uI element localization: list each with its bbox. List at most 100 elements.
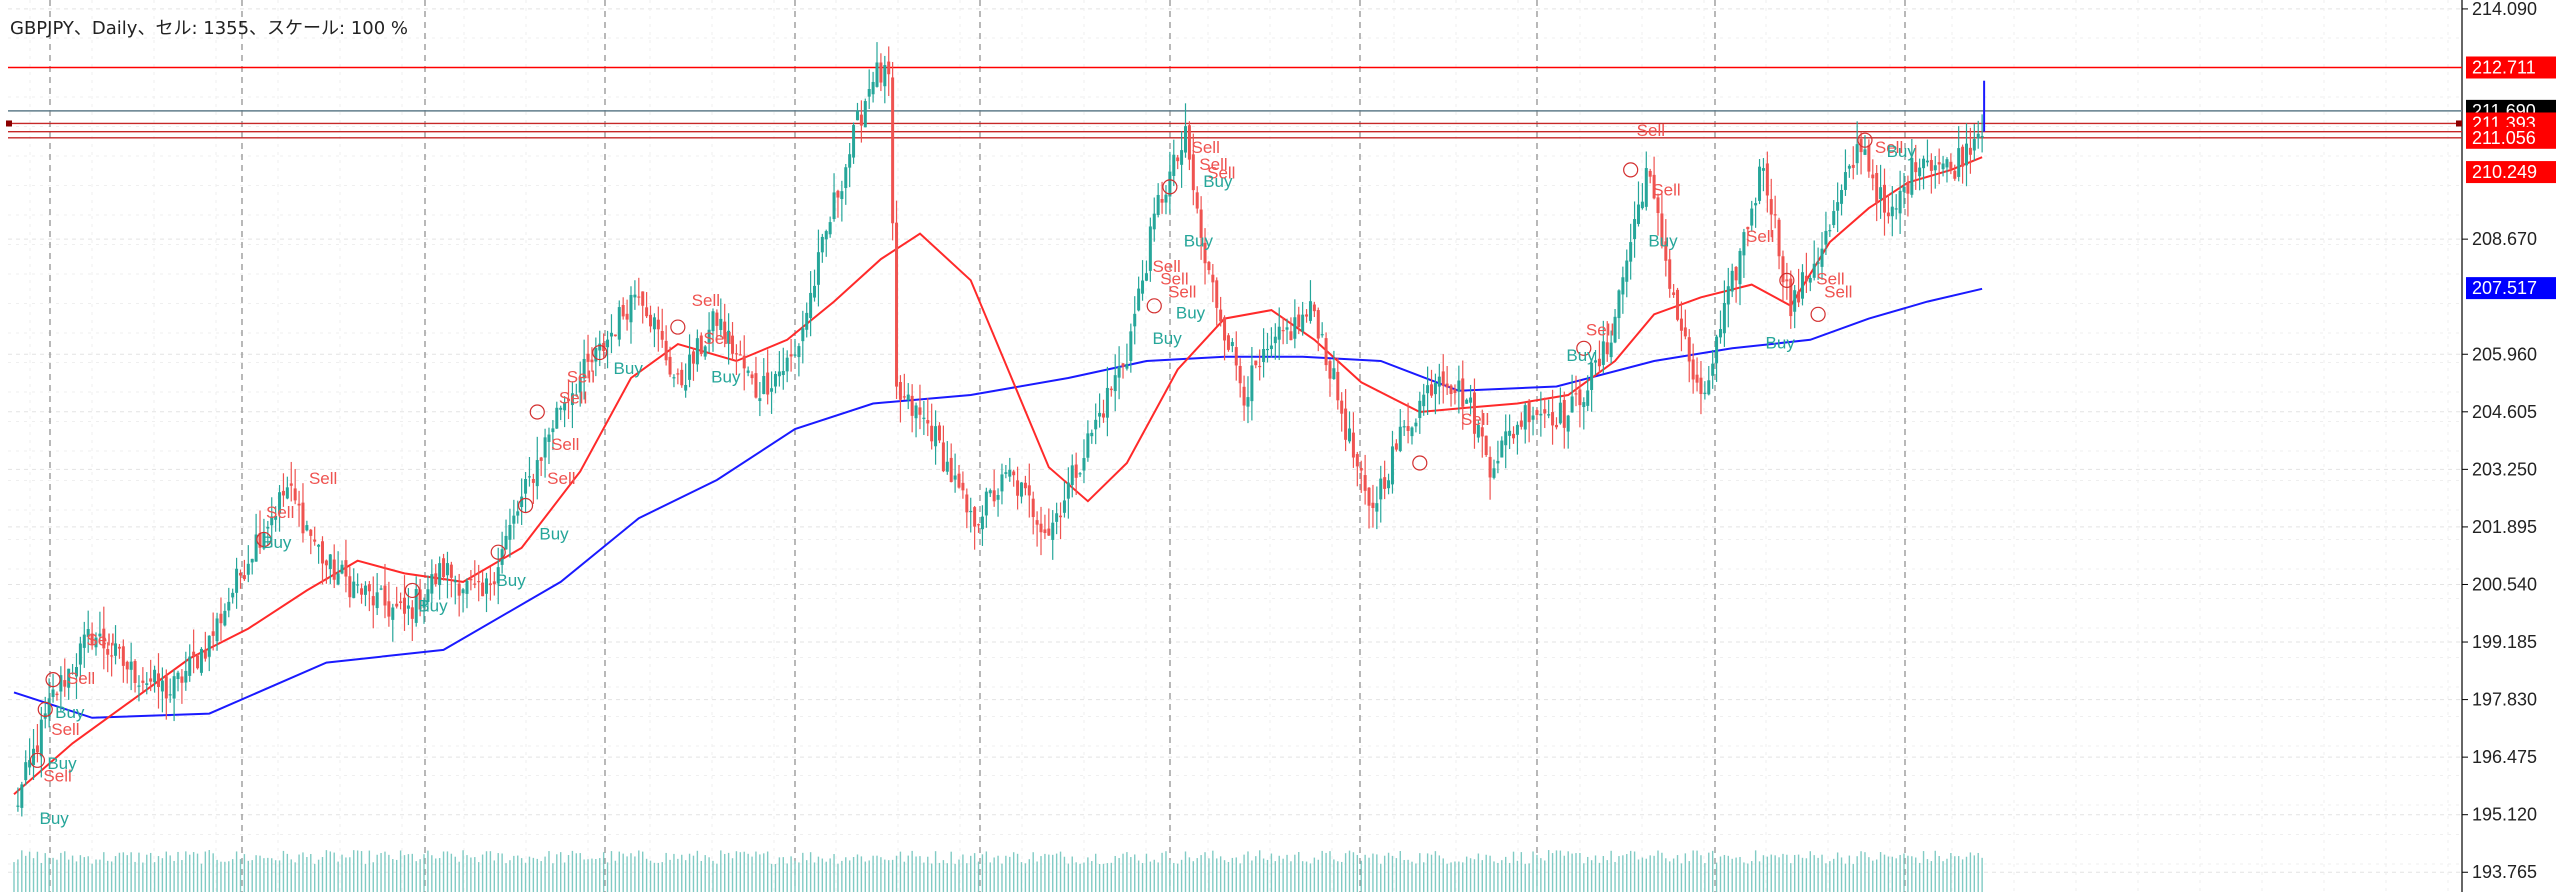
candle-body (196, 655, 200, 669)
y-tick-label: 200.540 (2472, 574, 2537, 594)
candle-body (1758, 166, 1762, 201)
candle-body (652, 317, 656, 330)
candle-body (1652, 174, 1656, 199)
candle-body (590, 359, 594, 363)
candle-body (94, 637, 98, 648)
signal-marker (1779, 272, 1795, 288)
candle-body (574, 394, 578, 396)
candle-body (543, 437, 547, 458)
candle-body (356, 584, 360, 586)
candle-body (1094, 419, 1098, 430)
candle-body (1886, 212, 1890, 217)
candle-body (1668, 259, 1672, 289)
candle-body (102, 628, 106, 649)
signal-marker (1857, 132, 1873, 148)
candle-body (1613, 316, 1617, 343)
candle-body (1098, 412, 1102, 417)
candle-body (16, 805, 20, 807)
candle-body (352, 581, 356, 598)
candle-body (1832, 211, 1836, 226)
candle-body (1203, 242, 1207, 264)
y-tick-label: 205.960 (2472, 344, 2537, 364)
candle-body (203, 649, 207, 659)
candle-body (1847, 165, 1851, 169)
candle-body (961, 482, 965, 491)
candle-body (621, 304, 625, 317)
buy-signal-label: Buy (1152, 329, 1182, 348)
candle-body (399, 601, 403, 604)
candle-body (98, 633, 102, 637)
candle-body (1715, 336, 1719, 364)
candle-body (824, 231, 828, 240)
candle-body (1840, 190, 1844, 204)
candle-body (1297, 314, 1301, 328)
candle-body (1109, 388, 1113, 391)
candle-body (531, 478, 535, 483)
candle-body (1793, 290, 1797, 312)
candle-body (1898, 190, 1902, 214)
candle-body (980, 516, 984, 530)
candle-body (727, 330, 731, 344)
candle-body (742, 355, 746, 369)
candle-body (910, 395, 914, 416)
candle-body (1074, 464, 1078, 478)
candle-body (51, 689, 55, 697)
candle-body (988, 490, 992, 494)
candle-body (1496, 460, 1500, 464)
candle-body (1687, 337, 1691, 362)
sell-signal-label: Sell (1168, 282, 1196, 301)
candle-body (1250, 365, 1254, 402)
candle-body (223, 610, 227, 626)
candle-body (649, 314, 653, 327)
candle-body (1777, 219, 1781, 257)
candle-body (1906, 181, 1910, 194)
candle-body (664, 340, 668, 361)
candle-body (1426, 385, 1430, 394)
candle-body (996, 495, 1000, 500)
level-handle-left (6, 120, 12, 127)
candle-body (1008, 469, 1012, 477)
candle-body (871, 81, 875, 95)
candle-body (449, 564, 453, 578)
buy-signal-label: Buy (1203, 172, 1233, 191)
candle-body (1980, 135, 1984, 138)
candle-body (1113, 375, 1117, 392)
candle-body (176, 672, 180, 680)
candle-body (1972, 139, 1976, 151)
candle-body (117, 646, 121, 649)
candle-body (1453, 389, 1457, 393)
candle-body (1594, 360, 1598, 363)
candle-body (1445, 383, 1449, 388)
candle-body (184, 670, 188, 683)
candle-body (1105, 387, 1109, 418)
candle-body (633, 294, 637, 298)
candle-body (375, 592, 379, 609)
y-tick-label: 208.670 (2472, 229, 2537, 249)
candle-body (336, 573, 340, 585)
candle-body (137, 685, 141, 687)
candle-body (1312, 304, 1316, 312)
candle-body (231, 592, 235, 598)
candle-body (301, 502, 305, 534)
candle-body (1726, 286, 1730, 305)
candle-body (274, 515, 278, 520)
candle-body (1019, 482, 1023, 497)
buy-signal-label: Buy (1184, 231, 1214, 250)
candle-body (1648, 170, 1652, 177)
candle-body (24, 762, 28, 781)
candle-body (1137, 288, 1141, 311)
candle-body (1398, 426, 1402, 451)
price-tag-label: 207.517 (2472, 278, 2537, 298)
candle-body (1695, 374, 1699, 383)
candle-body (738, 354, 742, 356)
candle-body (1191, 154, 1195, 191)
candle-body (1281, 330, 1285, 332)
sell-signal-label: Sell (43, 767, 71, 786)
candle-body (309, 529, 313, 536)
candle-body (1219, 309, 1223, 322)
candle-body (1301, 314, 1305, 332)
candle-body (539, 457, 543, 461)
candle-body (328, 554, 332, 570)
candle-body (1875, 173, 1879, 203)
